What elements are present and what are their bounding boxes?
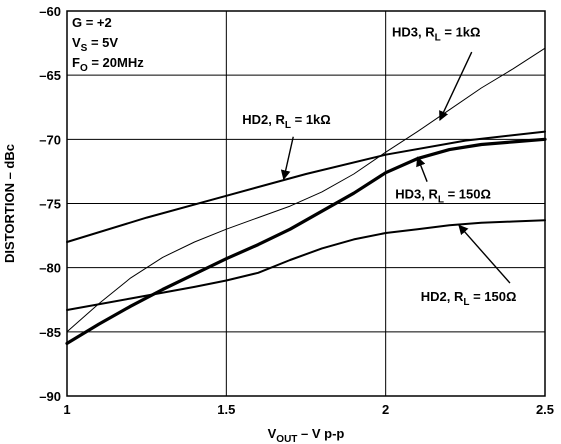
y-tick-label: –60 <box>39 4 61 19</box>
x-tick-label: 1.5 <box>217 402 235 417</box>
series-annotations: HD3, RL = 1kΩ HD2, RL = 1kΩ HD3, RL = 150Ω… <box>242 25 516 308</box>
series-lines <box>65 47 547 345</box>
y-tick-label: –80 <box>39 261 61 276</box>
condition-line: G = +2 <box>72 15 112 30</box>
annotation-arrow <box>416 156 428 182</box>
tick-labels: 1 1.5 2 2.5 –90 –85 –80 –75 –70 –65 –60 <box>39 4 554 417</box>
series-label: HD2, RL = 1kΩ <box>242 112 330 131</box>
x-tick-label: 2.5 <box>536 402 554 417</box>
x-tick-label: 2 <box>382 402 389 417</box>
x-axis-label: VOUT – V p-p <box>268 426 345 444</box>
y-axis-label: DISTORTION – dBc <box>2 144 17 263</box>
annotation-arrow <box>280 136 294 181</box>
condition-line: VS = 5V <box>72 35 118 54</box>
series-line <box>66 130 546 243</box>
series-line <box>65 137 547 345</box>
plot-frame <box>66 10 546 397</box>
annotation-arrow <box>458 224 511 284</box>
y-tick-label: –65 <box>39 68 61 83</box>
condition-line: FO = 20MHz <box>72 55 144 74</box>
x-tick-label: 1 <box>63 402 70 417</box>
series-label: HD2, RL = 150Ω <box>421 289 517 308</box>
series-label: HD3, RL = 1kΩ <box>392 25 480 44</box>
series-label: HD3, RL = 150Ω <box>395 186 491 205</box>
y-tick-label: –75 <box>39 197 61 212</box>
series-line <box>66 219 546 311</box>
annotation-arrow <box>439 51 473 121</box>
y-tick-label: –70 <box>39 132 61 147</box>
y-tick-label: –90 <box>39 389 61 404</box>
series-line <box>66 47 546 333</box>
y-tick-label: –85 <box>39 325 61 340</box>
